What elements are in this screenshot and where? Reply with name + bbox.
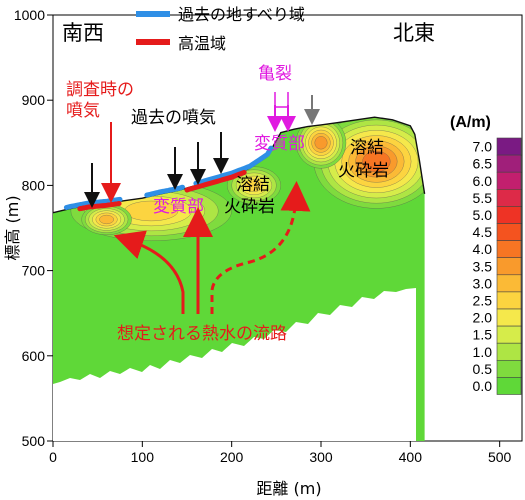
magnetization-anomalies [70, 117, 425, 242]
colorbar-cell-8 [496, 274, 522, 293]
colorbar-cell-13 [496, 359, 522, 378]
x-tick-label-500: 500 [488, 449, 512, 465]
anomaly-band-1-7 [314, 136, 328, 150]
y-axis-label: 標高 (m) [3, 195, 22, 260]
anomaly-band-4-5 [244, 178, 264, 192]
colorbar-cell-7 [496, 257, 522, 276]
colorbar-label-4.0: 4.0 [473, 241, 493, 257]
anomaly-band-3-6 [99, 214, 114, 225]
x-tick-label-100: 100 [131, 449, 155, 465]
altered-zone-label-lower: 変質部 [153, 197, 204, 217]
colorbar-label-1.5: 1.5 [473, 327, 493, 343]
colorbar-cell-11 [496, 325, 522, 344]
colorbar-cell-3 [496, 189, 522, 207]
x-axis: 0 100 200 300 400 500 [49, 441, 512, 465]
direction-southwest: 南西 [62, 21, 104, 45]
legend-label-hightemp: 高温域 [178, 34, 226, 53]
colorbar-label-6.5: 6.5 [473, 156, 493, 172]
colorbar-label-5.0: 5.0 [473, 207, 493, 223]
x-axis-label: 距離 (m) [256, 479, 321, 498]
welded-rock-label-2-line1: 溶結 [350, 138, 384, 158]
colorbar-label-0.0: 0.0 [473, 378, 493, 394]
colorbar-cell-12 [496, 342, 522, 361]
y-axis: 500 600 700 800 900 1000 [14, 7, 53, 449]
colorbar-cell-0 [496, 137, 522, 156]
y-tick-label-1000: 1000 [14, 7, 45, 23]
colorbar-label-2.0: 2.0 [473, 310, 493, 326]
survey-fumarole-line2: 噴気 [66, 101, 100, 121]
hydrothermal-flow-arrows: 想定される熱水の流路 [113, 181, 311, 344]
x-tick-label-0: 0 [49, 449, 57, 465]
flow-arrow-right-dashed [210, 181, 311, 314]
colorbar-title: (A/m) [450, 114, 491, 131]
x-tick-label-400: 400 [399, 449, 423, 465]
colorbar-label-7.0: 7.0 [473, 139, 493, 155]
crack-bracket [274, 92, 289, 108]
colorbar-label-5.5: 5.5 [473, 190, 493, 206]
y-tick-label-700: 700 [22, 263, 46, 279]
colorbar-cell-2 [496, 171, 522, 190]
colorbar-cell-10 [496, 308, 522, 327]
landslide-zone-2 [193, 145, 274, 186]
crack-annotation: 亀裂 [258, 64, 320, 132]
altered-zone-label-upper: 変質部 [254, 134, 305, 154]
survey-fumarole-annotation: 調査時の 噴気 [66, 80, 134, 203]
colorbar-label-1.0: 1.0 [473, 344, 493, 360]
x-tick-label-300: 300 [309, 449, 333, 465]
colorbar-cell-5 [496, 223, 522, 241]
flow-path-label: 想定される熱水の流路 [117, 324, 287, 344]
y-tick-label-600: 600 [22, 348, 46, 364]
colorbar-label-0.5: 0.5 [473, 361, 493, 377]
colorbar-label-3.5: 3.5 [473, 258, 493, 274]
welded-rock-label-1-line1: 溶結 [236, 175, 270, 195]
direction-northeast: 北東 [393, 21, 435, 45]
flow-arrow-left [113, 230, 185, 314]
colorbar-cell-14 [496, 377, 522, 395]
colorbar: (A/m) 7.06.56.05.55.04.54.03.53.02.52.01… [450, 114, 522, 395]
high-temp-zone-1 [184, 169, 247, 193]
anomaly-band-0-8 [362, 150, 391, 173]
x-tick-label-200: 200 [220, 449, 244, 465]
crack-label: 亀裂 [258, 64, 292, 84]
past-fumarole-annotation: 過去の噴気 [84, 108, 229, 208]
colorbar-label-4.5: 4.5 [473, 224, 493, 240]
welded-rock-label-2-line2: 火砕岩 [338, 161, 389, 181]
model-bottom-edge [53, 288, 416, 441]
survey-fumarole-line1: 調査時の [66, 80, 134, 100]
y-tick-label-800: 800 [22, 177, 46, 193]
colorbar-label-3.0: 3.0 [473, 275, 493, 291]
past-fumarole-label: 過去の噴気 [131, 108, 216, 128]
colorbar-cell-9 [496, 291, 522, 310]
colorbar-label-6.0: 6.0 [473, 173, 493, 189]
colorbar-cell-1 [496, 154, 522, 173]
legend-label-landslide: 過去の地すべり域 [178, 5, 305, 24]
y-tick-label-500: 500 [22, 433, 46, 449]
welded-rock-label-1-line2: 火砕岩 [224, 197, 275, 217]
legend: 過去の地すべり域 高温域 [136, 5, 305, 53]
colorbar-label-2.5: 2.5 [473, 292, 493, 308]
colorbar-cell-6 [496, 240, 522, 259]
y-tick-label-900: 900 [22, 92, 46, 108]
colorbar-cell-4 [496, 206, 522, 224]
